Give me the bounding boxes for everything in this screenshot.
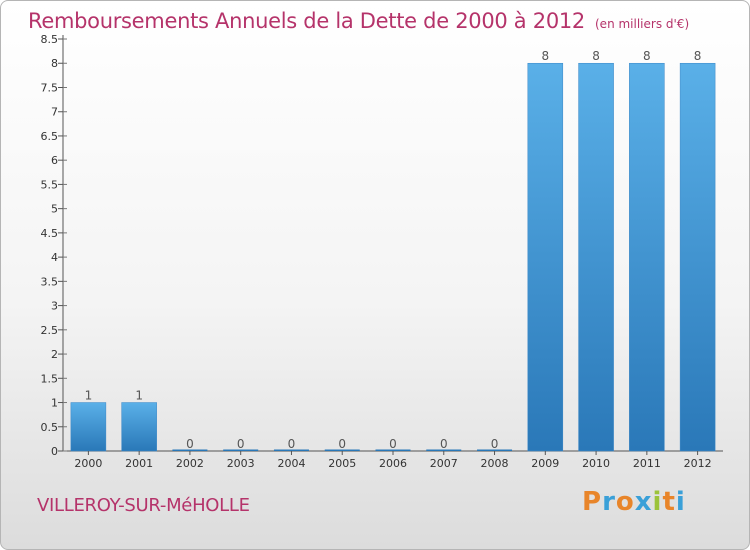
bar [629, 62, 665, 452]
place-name: VILLEROY-SUR-MéHOLLE [37, 495, 250, 516]
x-tick-label: 2004 [277, 457, 305, 470]
y-tick-label: 8 [51, 57, 58, 70]
y-tick-label: 5.5 [41, 178, 59, 191]
x-tick-label: 2002 [176, 457, 204, 470]
y-tick-label: 8.5 [41, 33, 59, 46]
y-tick-label: 5 [51, 203, 58, 216]
data-label: 0 [338, 437, 346, 451]
bar [578, 62, 614, 452]
logo-letter: o [615, 487, 635, 517]
x-tick-label: 2005 [328, 457, 356, 470]
y-tick-label: 6 [51, 154, 58, 167]
x-tick-label: 2011 [633, 457, 661, 470]
y-tick-label: 7 [51, 106, 58, 119]
x-tick-label: 2010 [582, 457, 610, 470]
x-tick-label: 2001 [125, 457, 153, 470]
bar [223, 449, 259, 451]
y-tick-label: 0 [51, 445, 58, 458]
logo-letter: r [602, 487, 616, 517]
y-tick-label: 1 [51, 397, 58, 410]
data-label: 0 [491, 437, 499, 451]
logo-letter: t [662, 487, 676, 517]
y-tick-label: 4.5 [41, 227, 59, 240]
x-tick-label: 2006 [379, 457, 407, 470]
data-label: 0 [440, 437, 448, 451]
bar [375, 449, 411, 451]
y-tick-label: 2.5 [41, 324, 59, 337]
bar [121, 402, 157, 452]
y-tick-label: 4 [51, 251, 58, 264]
x-tick-label: 2009 [531, 457, 559, 470]
data-label: 0 [288, 437, 296, 451]
chart-subtitle: (en milliers d'€) [595, 17, 690, 31]
bar [70, 402, 107, 452]
bar [477, 449, 513, 451]
y-tick-label: 3.5 [41, 275, 59, 288]
y-tick-label: 7.5 [41, 81, 59, 94]
data-label: 1 [85, 389, 93, 403]
data-label: 8 [643, 49, 651, 63]
bar [172, 449, 208, 451]
x-tick-label: 2007 [430, 457, 458, 470]
bar [527, 62, 564, 452]
y-tick-label: 0.5 [41, 421, 59, 434]
data-label: 0 [237, 437, 245, 451]
logo-letter: i [675, 487, 686, 517]
data-label: 8 [592, 49, 600, 63]
logo-letter: i [652, 487, 663, 517]
data-label: 0 [186, 437, 194, 451]
data-label: 8 [541, 49, 549, 63]
proxiti-logo: Proxiti [582, 487, 686, 521]
bar [324, 449, 360, 451]
x-tick-label: 2008 [481, 457, 509, 470]
data-label: 8 [694, 49, 702, 63]
x-tick-label: 2003 [227, 457, 255, 470]
bar [426, 449, 462, 451]
y-tick-label: 6.5 [41, 130, 59, 143]
y-tick-label: 1.5 [41, 372, 59, 385]
logo-letter: P [582, 487, 603, 517]
y-tick-label: 3 [51, 300, 58, 313]
data-label: 1 [135, 389, 143, 403]
x-tick-label: 2000 [74, 457, 102, 470]
x-tick-label: 2012 [684, 457, 712, 470]
bar [679, 62, 716, 452]
chart-title-text: Remboursements Annuels de la Dette de 20… [28, 9, 585, 33]
logo-letter: x [634, 487, 653, 517]
bar [273, 449, 309, 451]
data-label: 0 [389, 437, 397, 451]
chart-title: Remboursements Annuels de la Dette de 20… [28, 9, 689, 33]
y-tick-label: 2 [51, 348, 58, 361]
